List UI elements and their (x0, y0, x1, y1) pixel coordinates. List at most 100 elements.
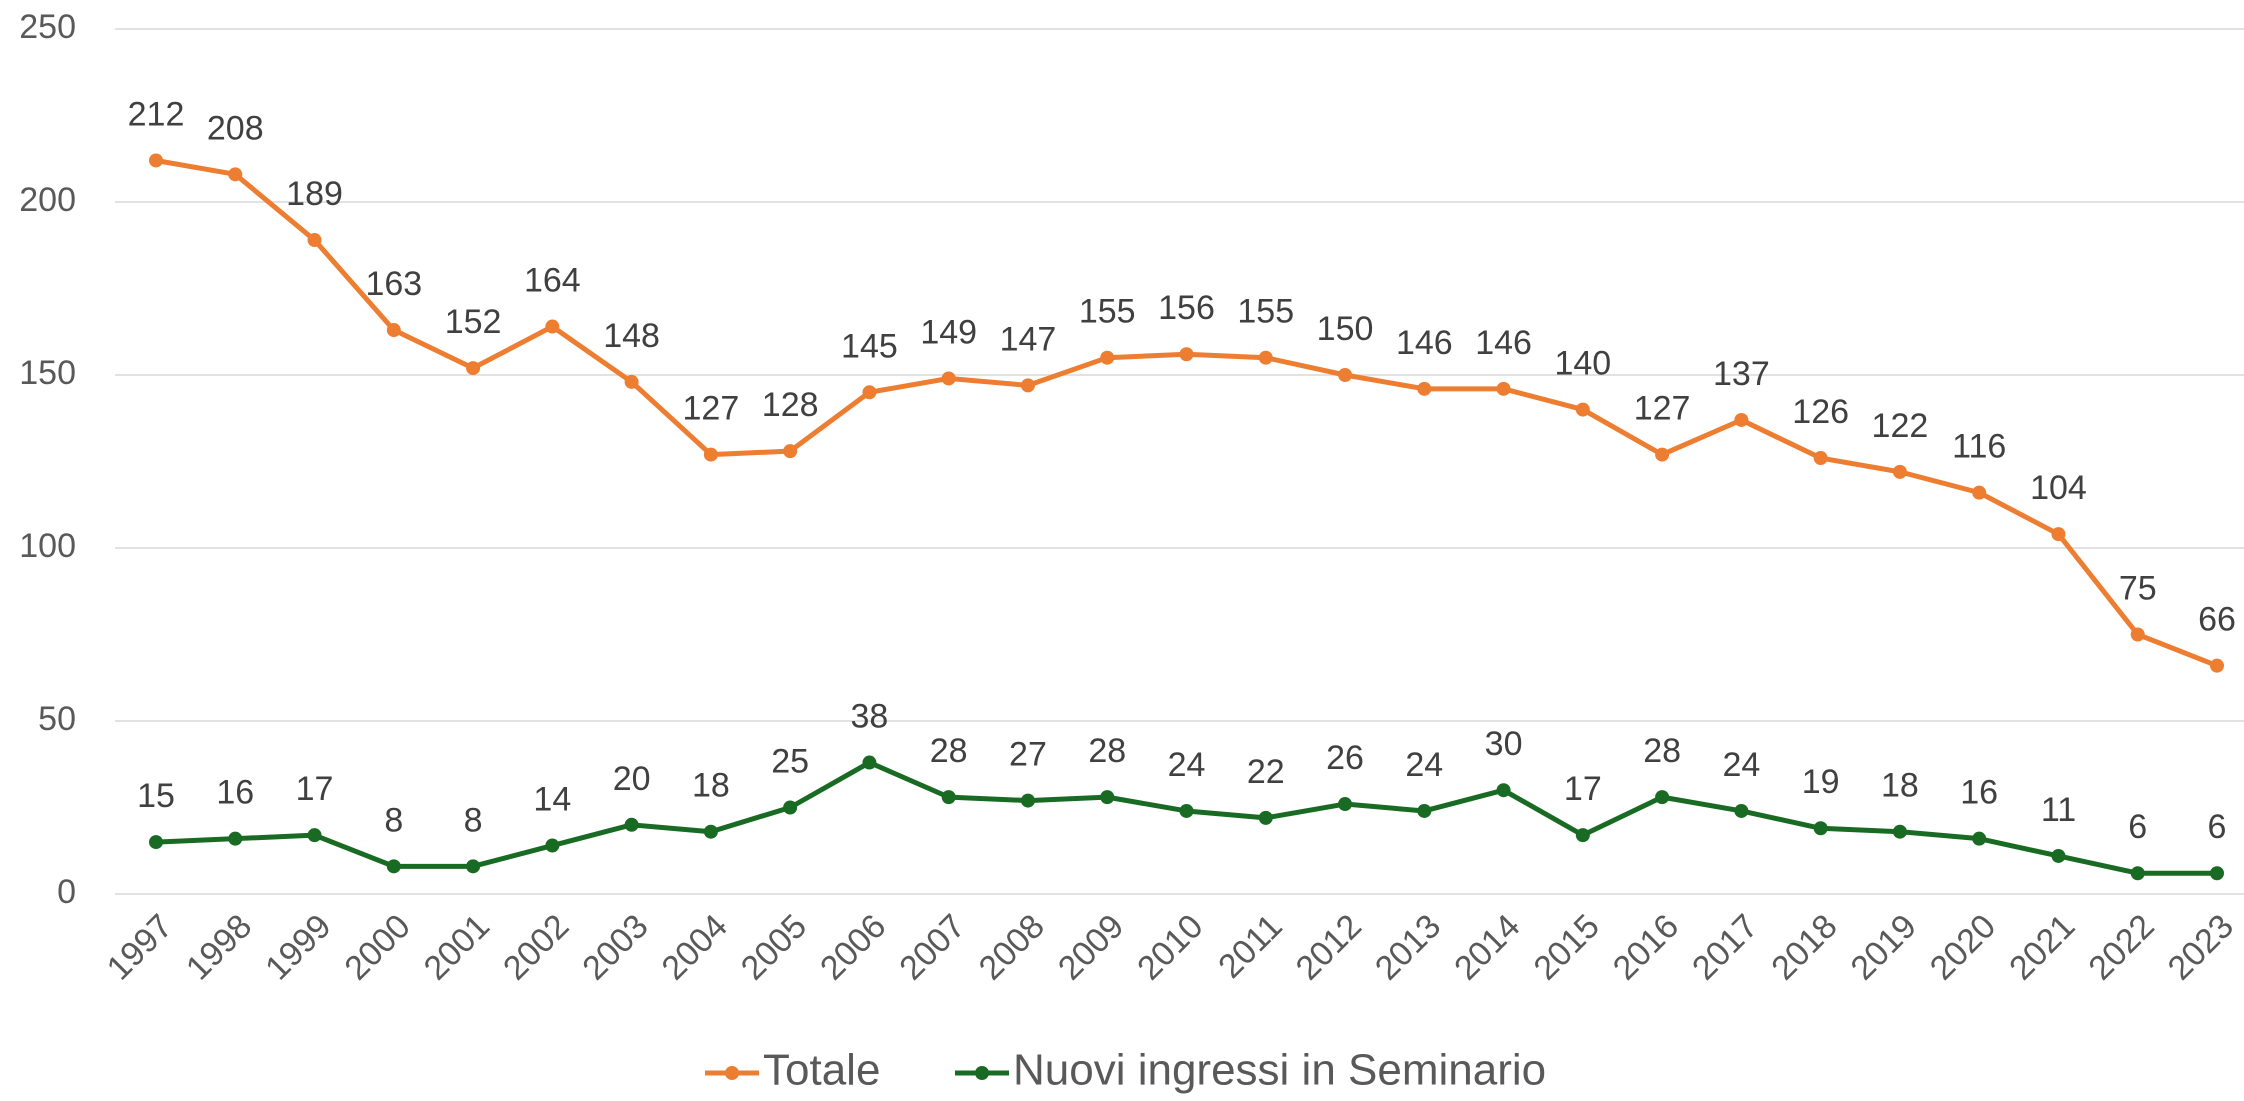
data-label: 24 (1405, 746, 1443, 784)
x-tick-label: 2006 (813, 907, 893, 987)
data-label: 11 (2041, 791, 2076, 829)
x-tick-label: 2016 (1606, 907, 1686, 987)
marker (1734, 412, 1749, 427)
x-tick-label: 2010 (1130, 907, 1210, 987)
data-label: 116 (1952, 428, 2006, 466)
marker (1813, 821, 1828, 836)
data-label: 163 (365, 265, 422, 303)
marker (1179, 347, 1194, 362)
marker (386, 323, 401, 338)
data-label: 147 (1000, 320, 1057, 358)
marker (1417, 803, 1432, 818)
data-label: 8 (464, 801, 483, 839)
x-tick-label: 2004 (655, 907, 735, 987)
x-tick-label: 2001 (417, 907, 497, 987)
data-label: 189 (286, 175, 343, 213)
marker (1892, 824, 1907, 839)
y-tick-label: 100 (19, 527, 76, 565)
marker (545, 838, 560, 853)
marker (1100, 350, 1115, 365)
data-label: 28 (930, 732, 968, 770)
marker (149, 835, 163, 850)
y-tick-label: 150 (19, 354, 76, 392)
data-label: 28 (1088, 732, 1126, 770)
marker (1338, 368, 1353, 382)
data-label: 155 (1079, 293, 1136, 331)
marker (2051, 848, 2066, 863)
x-tick-label: 2007 (892, 907, 972, 987)
x-tick-label: 2023 (2161, 907, 2241, 987)
marker (2051, 527, 2066, 542)
data-label: 22 (1247, 753, 1285, 791)
marker (228, 167, 243, 182)
marker (624, 374, 639, 389)
data-label: 16 (1960, 774, 1998, 812)
marker (862, 385, 877, 400)
x-tick-label: 2005 (734, 907, 814, 987)
data-label: 19 (1802, 763, 1840, 801)
data-label: 18 (692, 767, 730, 805)
marker (941, 371, 956, 386)
data-label: 20 (613, 760, 651, 798)
data-label: 208 (207, 109, 264, 147)
marker (624, 817, 639, 832)
data-label: 104 (2030, 469, 2087, 507)
marker (466, 859, 481, 874)
x-tick-label: 2020 (1923, 907, 2003, 987)
data-label: 6 (2128, 808, 2147, 846)
x-tick-label: 2017 (1685, 907, 1765, 987)
marker (1655, 790, 1670, 805)
data-label: 146 (1396, 324, 1453, 362)
data-label: 26 (1326, 739, 1364, 777)
marker (1179, 803, 1194, 818)
x-tick-label: 2021 (2002, 907, 2082, 987)
data-label: 150 (1317, 310, 1374, 348)
marker (1813, 451, 1828, 466)
data-label: 137 (1713, 355, 1770, 393)
data-label: 146 (1475, 324, 1532, 362)
y-tick-label: 200 (19, 181, 76, 219)
marker (149, 153, 163, 168)
marker (1338, 797, 1353, 812)
marker (1417, 381, 1432, 396)
legend-marker (975, 1066, 989, 1080)
x-tick-label: 2009 (1051, 907, 1131, 987)
marker (1575, 402, 1590, 417)
y-tick-label: 0 (57, 873, 76, 911)
x-tick-label: 2000 (337, 907, 417, 987)
marker (941, 790, 956, 805)
data-label: 127 (683, 390, 740, 428)
data-label: 145 (841, 327, 898, 365)
marker (1020, 793, 1035, 808)
legend-marker (725, 1066, 739, 1080)
data-label: 17 (1564, 770, 1602, 808)
data-label: 25 (771, 742, 809, 780)
data-label: 16 (216, 774, 254, 812)
x-tick-label: 1997 (100, 907, 180, 987)
marker (1020, 378, 1035, 393)
marker (1892, 464, 1907, 479)
data-label: 27 (1009, 736, 1047, 774)
marker (1496, 381, 1511, 396)
y-tick-label: 250 (19, 8, 76, 46)
x-tick-label: 2012 (1289, 907, 1369, 987)
data-label: 140 (1554, 345, 1611, 383)
data-label: 149 (920, 313, 977, 351)
marker (466, 361, 481, 376)
x-tick-label: 2018 (1764, 907, 1844, 987)
marker (703, 447, 718, 462)
data-label: 66 (2198, 601, 2236, 639)
x-tick-label: 2014 (1447, 907, 1527, 987)
data-label: 24 (1168, 746, 1206, 784)
marker (2130, 866, 2145, 881)
x-tick-label: 2011 (1211, 907, 1290, 986)
marker (1734, 803, 1749, 818)
data-label: 127 (1634, 390, 1691, 428)
marker (307, 233, 322, 248)
marker (783, 800, 798, 815)
data-label: 38 (851, 698, 889, 736)
marker (2130, 627, 2145, 642)
marker (2210, 866, 2224, 881)
data-label: 164 (524, 262, 581, 300)
data-label: 30 (1485, 725, 1523, 763)
